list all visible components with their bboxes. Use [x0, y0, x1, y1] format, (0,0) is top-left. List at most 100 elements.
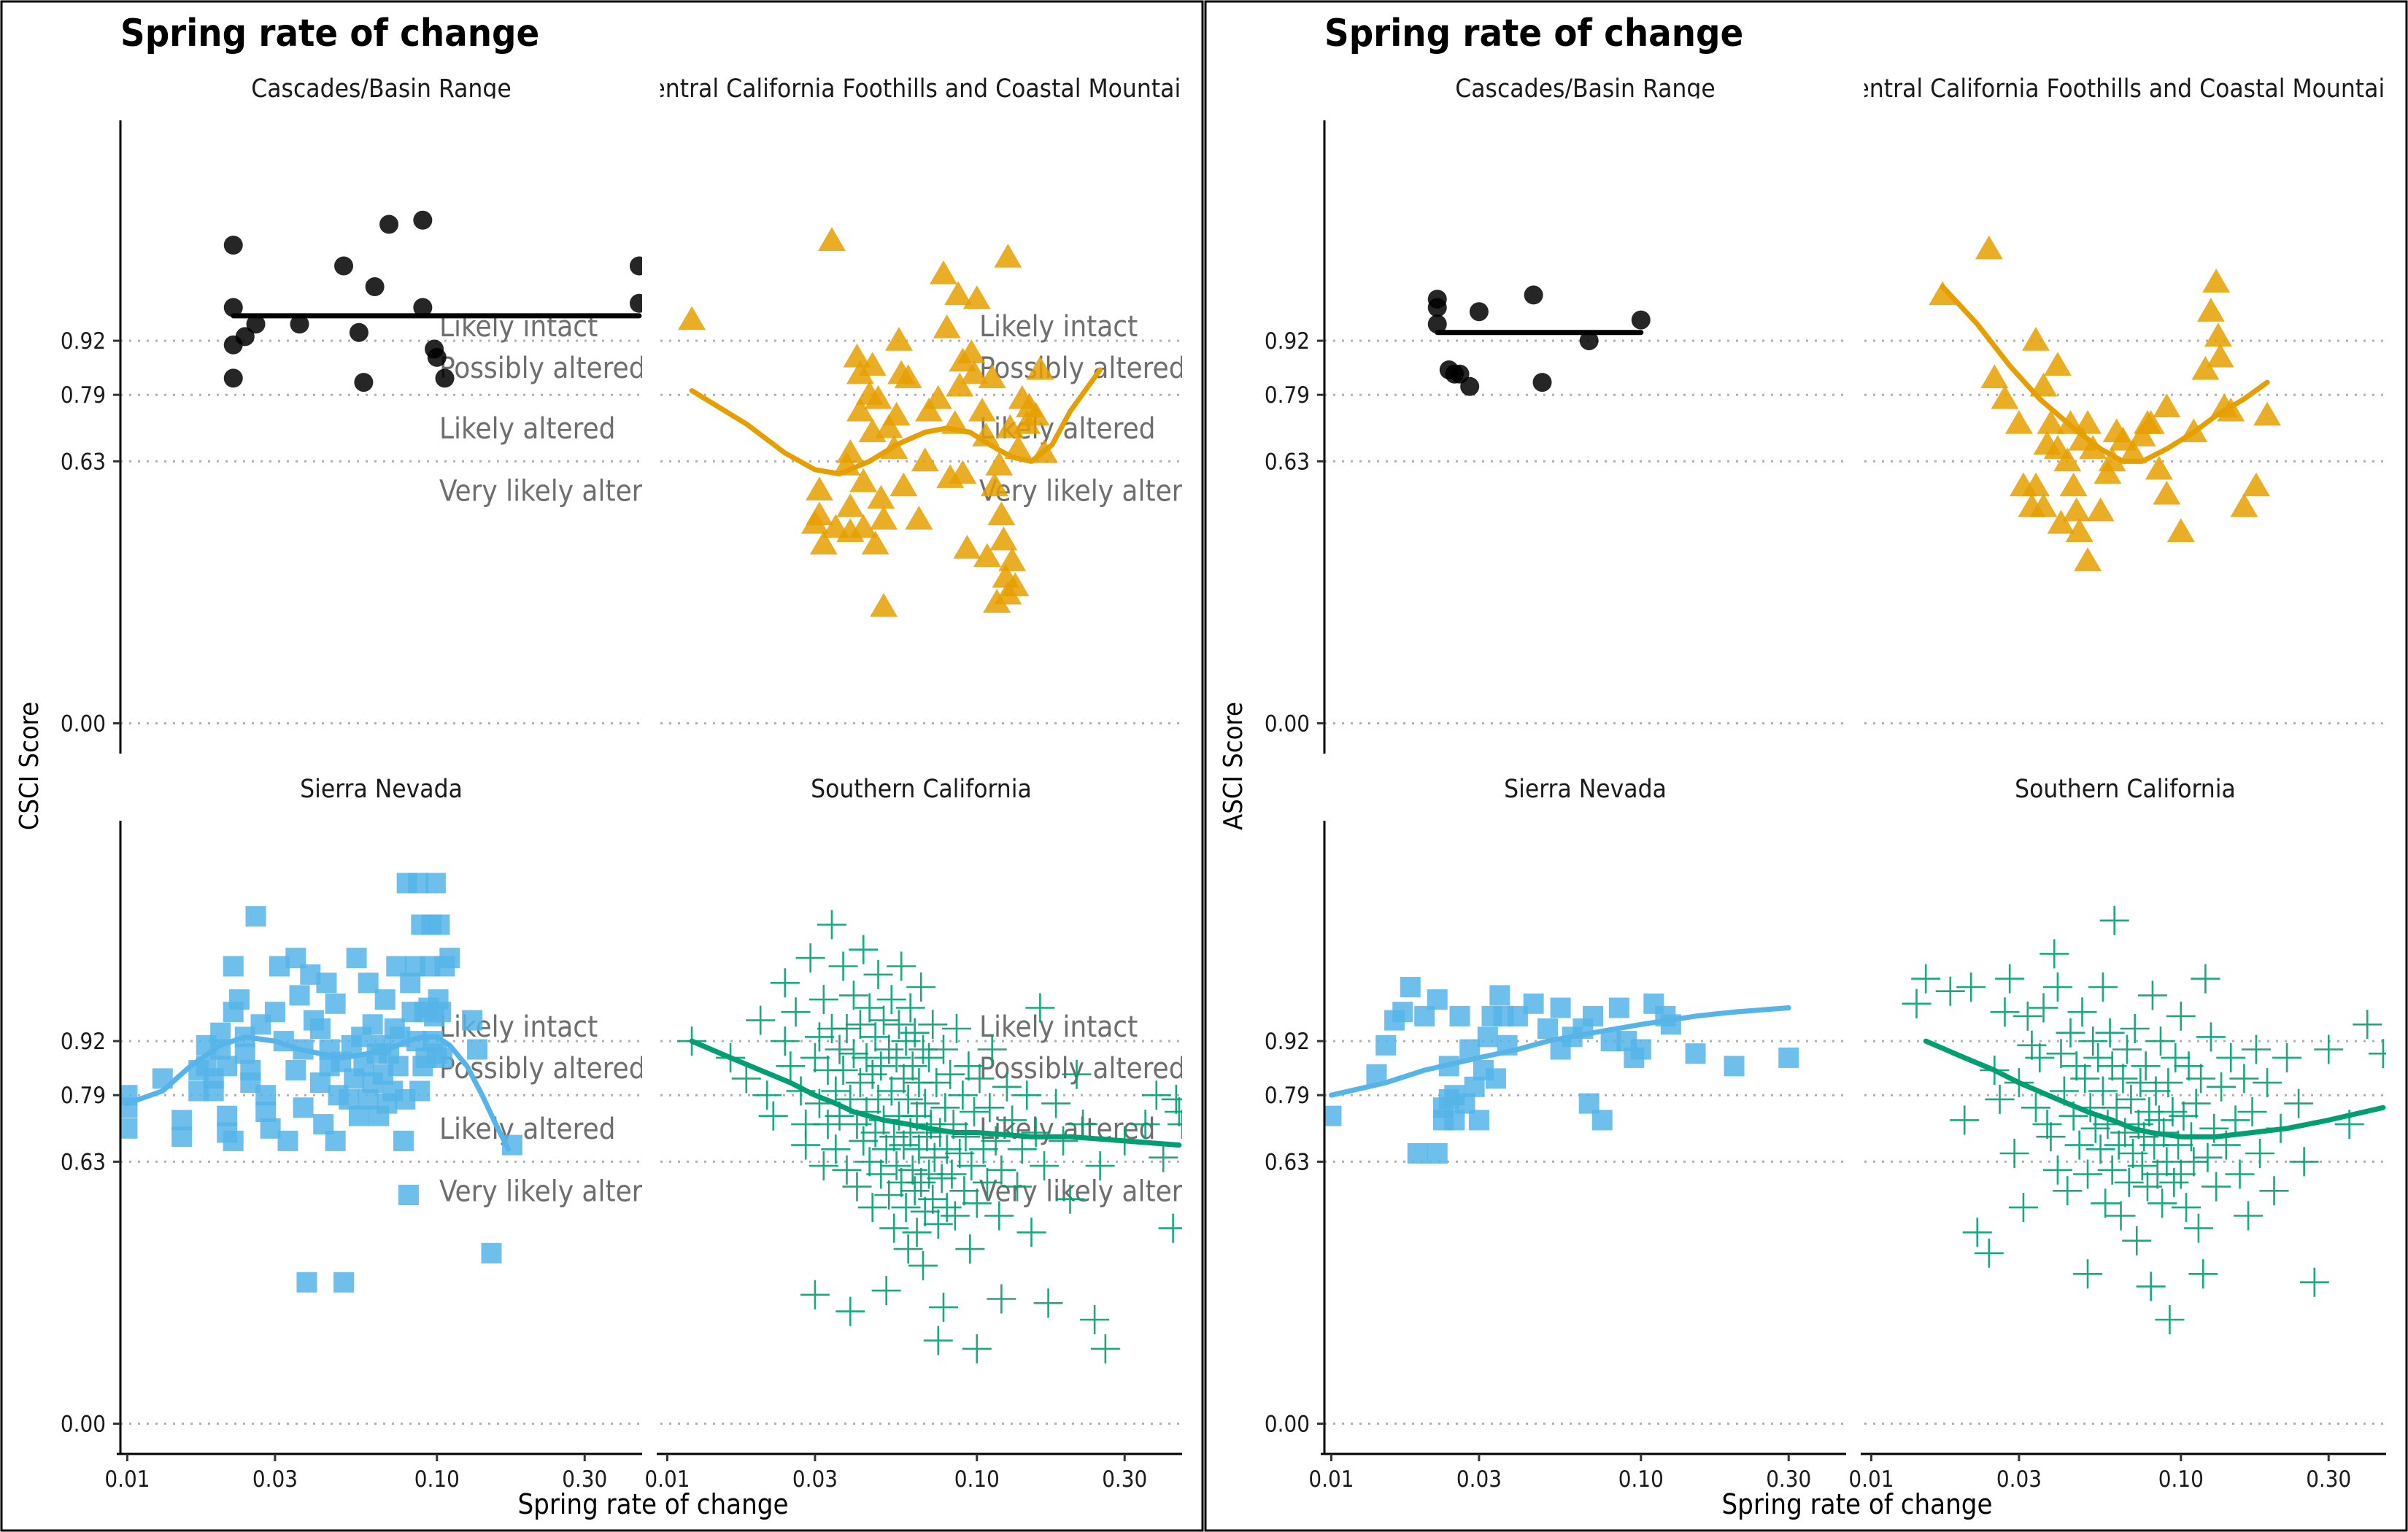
- data-point: [2314, 1034, 2344, 1064]
- x-tick-label: 0.30: [562, 1466, 607, 1493]
- data-point: [432, 1047, 453, 1068]
- data-point: [881, 1042, 911, 1072]
- data-point: [2042, 972, 2072, 1002]
- data-point: [1489, 985, 1510, 1006]
- data-point: [809, 530, 838, 555]
- data-point: [2272, 1042, 2302, 1072]
- data-point: [2053, 447, 2082, 472]
- data-point: [895, 993, 925, 1023]
- facet-plot-area: [1324, 977, 1799, 1164]
- facet-strip-label: Cascades/Basin Range: [1455, 74, 1715, 104]
- data-point: [365, 277, 385, 296]
- data-point: [954, 1051, 984, 1081]
- data-point: [804, 1022, 834, 1052]
- y-tick-label: 0.92: [1265, 1029, 1310, 1055]
- smooth-fit-line: [689, 1038, 1182, 1148]
- data-point: [1477, 1026, 1498, 1048]
- data-point: [1164, 1097, 1182, 1126]
- data-point: [882, 401, 911, 426]
- data-point: [2368, 1039, 2386, 1069]
- data-point: [2083, 1042, 2113, 1072]
- data-point: [997, 1105, 1027, 1135]
- data-point: [2259, 1176, 2289, 1206]
- x-tick-label: 0.03: [792, 1466, 838, 1493]
- data-point: [2098, 447, 2126, 472]
- data-point: [953, 535, 981, 559]
- chart-frame-1: [0, 0, 1204, 1532]
- data-point: [2091, 1188, 2120, 1218]
- data-point: [968, 1134, 998, 1164]
- data-point: [1012, 1080, 1042, 1110]
- data-point: [876, 985, 906, 1015]
- data-point: [1158, 1213, 1182, 1243]
- smooth-fit-line: [689, 367, 1103, 476]
- data-point: [223, 236, 243, 255]
- data-point: [629, 293, 642, 313]
- facet-panel: Southern California Likely intact Possibly…: [644, 775, 1182, 1493]
- data-point: [2152, 1147, 2182, 1177]
- data-point: [2191, 356, 2220, 380]
- data-point: [2196, 1022, 2226, 1052]
- data-point: [1003, 1172, 1033, 1202]
- data-point: [1007, 1134, 1037, 1164]
- data-point: [770, 968, 800, 998]
- data-point: [791, 1130, 821, 1160]
- data-point: [293, 1097, 314, 1118]
- data-point: [2245, 1139, 2275, 1168]
- data-point: [1962, 1218, 1992, 1247]
- data-point: [2106, 1201, 2136, 1231]
- data-point: [945, 1139, 975, 1168]
- data-point: [223, 956, 244, 977]
- data-point: [949, 460, 977, 484]
- data-point: [2062, 497, 2091, 522]
- threshold-label: Very likely altered: [979, 474, 1215, 508]
- data-point: [2056, 1018, 2085, 1048]
- data-point: [881, 1151, 911, 1181]
- data-point: [758, 1101, 788, 1131]
- y-tick-label: 0.92: [61, 328, 106, 355]
- data-point: [2158, 1097, 2188, 1126]
- data-point: [2078, 1026, 2108, 1056]
- data-point: [866, 1159, 896, 1189]
- data-point: [1041, 1088, 1071, 1118]
- data-point: [387, 1056, 409, 1077]
- data-point: [228, 989, 250, 1010]
- x-axis-label: Spring rate of change: [517, 1488, 788, 1520]
- data-point: [2036, 1122, 2066, 1152]
- data-point: [906, 972, 936, 1002]
- x-tick-label: 0.03: [1456, 1466, 1502, 1493]
- data-point: [985, 452, 1014, 476]
- smooth-fit-line: [125, 1034, 512, 1152]
- data-point: [836, 1296, 865, 1326]
- data-point: [902, 1218, 932, 1247]
- data-point: [858, 352, 887, 376]
- data-point: [235, 327, 255, 347]
- data-point: [264, 1002, 285, 1023]
- data-point: [379, 214, 399, 234]
- data-point: [290, 314, 309, 334]
- data-point: [427, 347, 447, 367]
- data-point: [2169, 1101, 2199, 1131]
- data-point: [992, 1072, 1022, 1102]
- data-point: [2206, 343, 2234, 368]
- data-point: [2013, 1001, 2042, 1031]
- data-point: [1375, 1034, 1397, 1056]
- y-tick-label: 0.63: [61, 449, 106, 475]
- data-point: [955, 1234, 985, 1264]
- data-point: [2080, 1113, 2110, 1143]
- facet-strip-label: Sierra Nevada: [300, 775, 463, 804]
- facet-panel: Cascades/Basin Range 0.00 0.63 0.79 0.92: [1265, 74, 1846, 754]
- data-point: [860, 1022, 890, 1052]
- data-point: [972, 1167, 1002, 1197]
- data-point: [2046, 1039, 2076, 1069]
- data-point: [2193, 1142, 2223, 1172]
- data-point: [857, 1059, 887, 1089]
- data-point: [962, 1188, 992, 1218]
- data-point: [1427, 298, 1447, 317]
- data-point: [919, 1142, 949, 1172]
- data-point: [871, 1134, 901, 1164]
- data-point: [2032, 1110, 2062, 1140]
- data-point: [431, 1002, 452, 1023]
- y-tick-label: 0.79: [1265, 1083, 1310, 1109]
- data-point: [898, 1155, 927, 1185]
